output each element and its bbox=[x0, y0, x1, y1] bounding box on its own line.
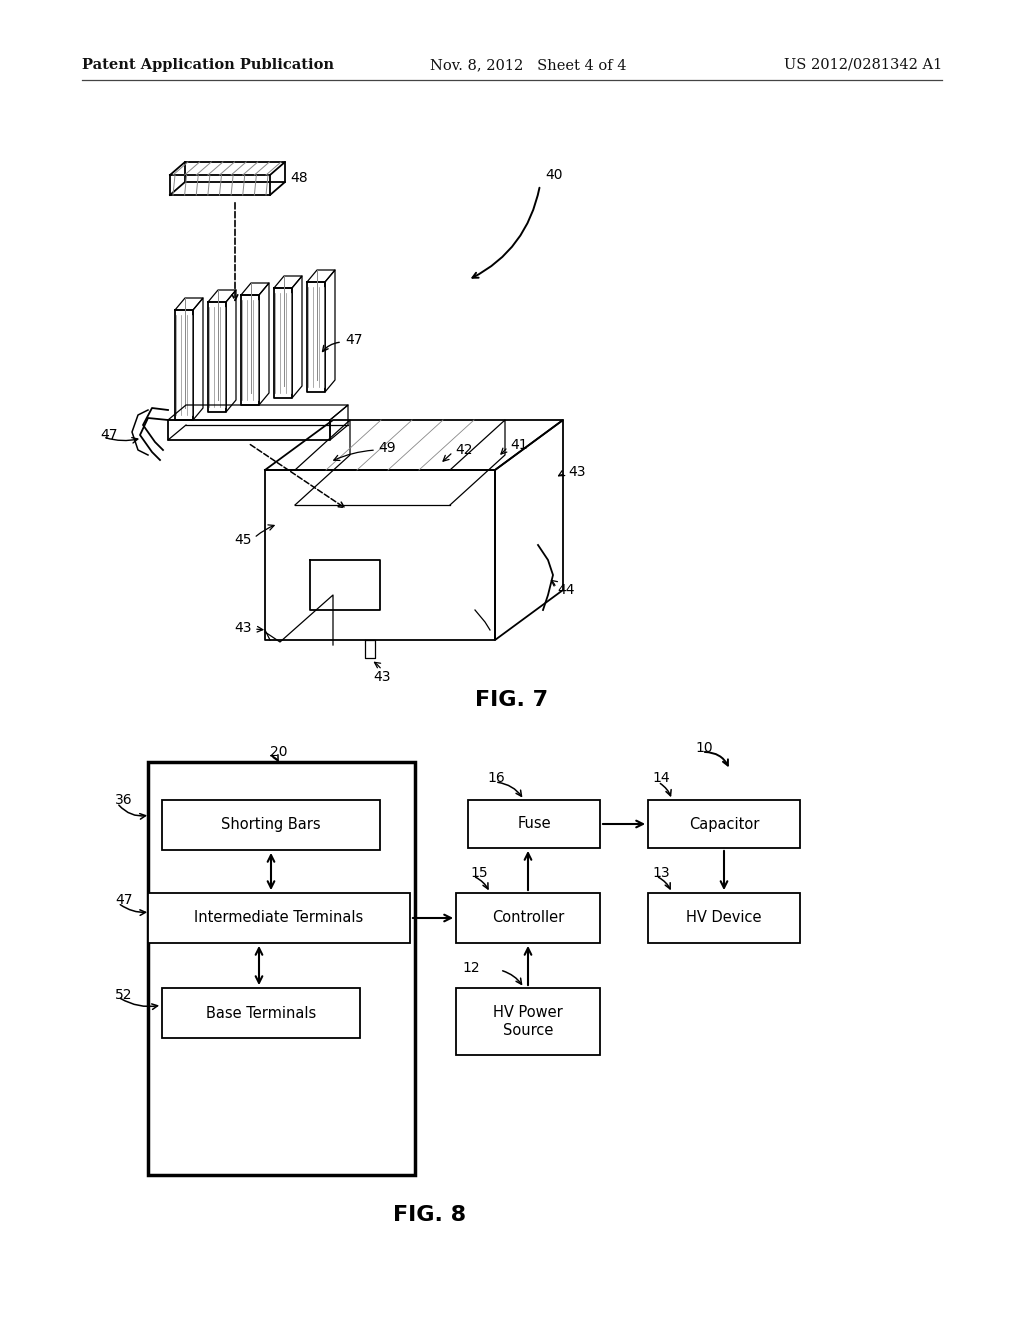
Text: 36: 36 bbox=[115, 793, 133, 807]
Bar bbox=[456, 987, 600, 1055]
Text: 44: 44 bbox=[557, 583, 574, 597]
Text: 49: 49 bbox=[378, 441, 395, 455]
Bar bbox=[648, 894, 800, 942]
Text: 16: 16 bbox=[487, 771, 505, 785]
Text: 14: 14 bbox=[652, 771, 670, 785]
Text: Nov. 8, 2012   Sheet 4 of 4: Nov. 8, 2012 Sheet 4 of 4 bbox=[430, 58, 627, 73]
Text: Controller: Controller bbox=[492, 911, 564, 925]
Text: 42: 42 bbox=[455, 444, 472, 457]
Text: Shorting Bars: Shorting Bars bbox=[221, 817, 321, 833]
Text: Base Terminals: Base Terminals bbox=[206, 1006, 316, 1020]
Text: FIG. 7: FIG. 7 bbox=[475, 690, 549, 710]
Text: 41: 41 bbox=[510, 438, 527, 451]
Text: HV Device: HV Device bbox=[686, 911, 762, 925]
Text: 10: 10 bbox=[695, 741, 713, 755]
Text: 45: 45 bbox=[234, 533, 252, 546]
Bar bbox=[148, 762, 415, 1175]
Text: 12: 12 bbox=[462, 961, 479, 975]
Bar bbox=[162, 800, 380, 850]
Bar bbox=[468, 800, 600, 847]
Text: Intermediate Terminals: Intermediate Terminals bbox=[195, 911, 364, 925]
Text: Patent Application Publication: Patent Application Publication bbox=[82, 58, 334, 73]
Text: 47: 47 bbox=[115, 894, 132, 907]
Text: 48: 48 bbox=[290, 172, 307, 185]
Text: 15: 15 bbox=[470, 866, 487, 880]
Text: 13: 13 bbox=[652, 866, 670, 880]
Text: FIG. 8: FIG. 8 bbox=[393, 1205, 467, 1225]
Text: US 2012/0281342 A1: US 2012/0281342 A1 bbox=[783, 58, 942, 73]
Text: 52: 52 bbox=[115, 987, 132, 1002]
Text: 43: 43 bbox=[568, 465, 586, 479]
Text: 43: 43 bbox=[234, 620, 252, 635]
Text: 20: 20 bbox=[270, 744, 288, 759]
Text: Fuse: Fuse bbox=[517, 817, 551, 832]
Text: 47: 47 bbox=[100, 428, 118, 442]
Bar bbox=[456, 894, 600, 942]
Text: 40: 40 bbox=[545, 168, 562, 182]
Bar bbox=[148, 894, 410, 942]
Text: Capacitor: Capacitor bbox=[689, 817, 759, 832]
Bar bbox=[162, 987, 360, 1038]
Text: 47: 47 bbox=[345, 333, 362, 347]
Text: HV Power
Source: HV Power Source bbox=[494, 1006, 563, 1038]
Text: 43: 43 bbox=[374, 671, 391, 684]
Bar bbox=[648, 800, 800, 847]
